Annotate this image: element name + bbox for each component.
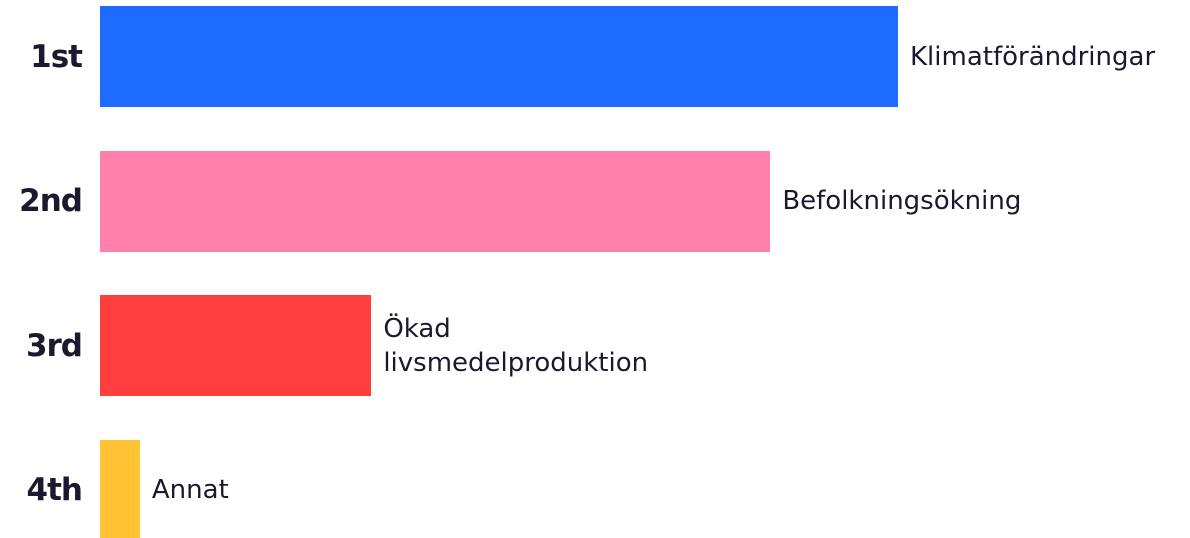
bar-label: Befolkningsökning (782, 186, 1022, 216)
rank-label: 3rd (25, 327, 83, 364)
bar-label: Annat (151, 475, 229, 505)
rank-label: 4th (26, 472, 83, 508)
bar (100, 150, 771, 252)
bar-label: Klimatförändringar (910, 41, 1156, 72)
rank-label: 1st (30, 38, 83, 75)
bar (100, 295, 372, 396)
rank-label: 2nd (19, 183, 83, 219)
bar (100, 6, 898, 107)
bar (100, 439, 140, 538)
bar-label: Ökad livsmedelproduktion (383, 313, 649, 378)
